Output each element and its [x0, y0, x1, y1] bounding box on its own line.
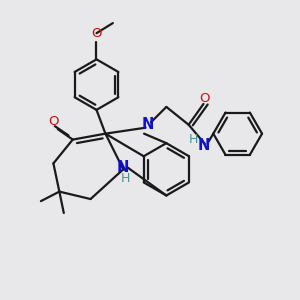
Text: O: O	[200, 92, 210, 105]
Text: O: O	[91, 27, 102, 40]
Text: N: N	[197, 138, 210, 153]
Text: N: N	[117, 160, 129, 175]
Text: N: N	[142, 117, 154, 132]
Text: O: O	[48, 115, 59, 128]
Text: H: H	[189, 133, 198, 146]
Text: H: H	[121, 172, 130, 185]
